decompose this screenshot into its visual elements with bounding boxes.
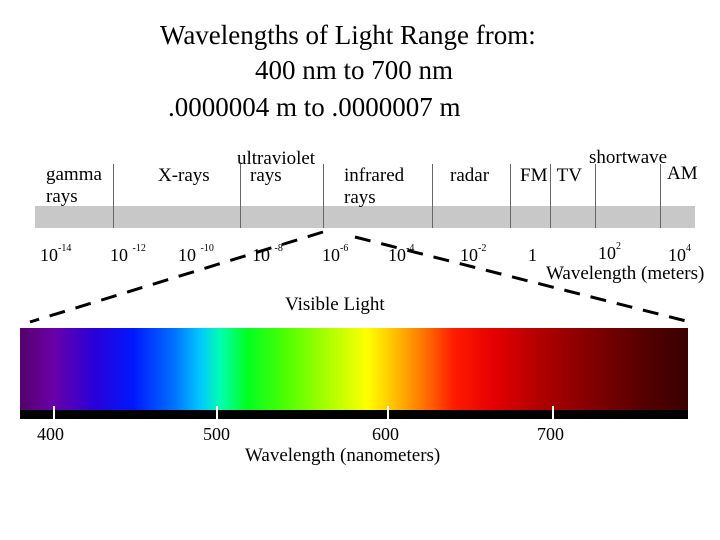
em-tick-base: 10 xyxy=(322,245,340,265)
label-am: AM xyxy=(667,163,698,184)
visible-tick-700: 700 xyxy=(537,424,564,444)
em-tick-exp: 4 xyxy=(686,243,691,254)
band-divider xyxy=(550,164,551,228)
label-ultraviolet-rays: rays xyxy=(250,165,282,186)
em-tick-base: 10 xyxy=(598,243,616,263)
em-tick-base: 10 xyxy=(110,245,133,265)
em-tick: 10-6 xyxy=(322,243,349,265)
visible-spectrum-gradient xyxy=(20,328,688,410)
em-tick-exp: -14 xyxy=(58,243,72,254)
em-tick-exp: -6 xyxy=(340,243,349,254)
em-tick-exp: 2 xyxy=(616,241,621,252)
label-infrared-rays: rays xyxy=(344,187,376,208)
visible-axis-tick xyxy=(53,406,55,420)
em-tick: 104 xyxy=(668,243,691,265)
em-tick-exp: -2 xyxy=(478,243,487,254)
label-xrays: X-rays xyxy=(158,165,210,186)
visible-axis-tick xyxy=(552,406,554,420)
label-infrared: infrared xyxy=(344,165,405,186)
em-spectrum-band xyxy=(35,206,695,228)
em-tick-exp: -8 xyxy=(274,243,283,254)
zoom-line-left xyxy=(29,230,324,324)
band-divider xyxy=(432,164,433,228)
visible-axis-bar xyxy=(20,410,688,419)
label-gamma-rays: rays xyxy=(46,186,78,207)
em-tick: 10 -12 xyxy=(110,243,146,265)
visible-axis-label: Wavelength (nanometers) xyxy=(245,445,441,466)
title-line-3: .0000004 m to .0000007 m xyxy=(168,92,461,122)
visible-tick-500: 500 xyxy=(203,424,230,444)
visible-light-title: Visible Light xyxy=(285,294,385,315)
em-tick: 10-4 xyxy=(388,243,415,265)
em-tick-base: 1 xyxy=(528,245,537,265)
label-ultraviolet: ultraviolet xyxy=(237,148,316,169)
band-divider xyxy=(660,164,661,228)
em-tick-base: 10 xyxy=(668,245,686,265)
em-tick: 10-14 xyxy=(40,243,72,265)
title-line-1: Wavelengths of Light Range from: xyxy=(160,20,536,50)
band-divider xyxy=(240,164,241,228)
band-divider xyxy=(595,164,596,228)
em-tick: 10 -10 xyxy=(178,243,214,265)
band-divider xyxy=(323,164,324,228)
em-tick-base: 10 xyxy=(460,245,478,265)
em-tick: 1 xyxy=(528,246,537,264)
visible-axis-tick xyxy=(216,406,218,420)
visible-axis-tick xyxy=(387,406,389,420)
label-shortwave: shortwave xyxy=(589,147,668,168)
em-tick-base: 10 xyxy=(178,245,201,265)
band-divider xyxy=(510,164,511,228)
visible-tick-400: 400 xyxy=(37,424,64,444)
em-tick: 10-2 xyxy=(460,243,487,265)
band-divider xyxy=(113,164,114,228)
em-tick: 102 xyxy=(598,241,621,263)
visible-tick-600: 600 xyxy=(372,424,399,444)
em-axis-label: Wavelength (meters) xyxy=(546,263,705,284)
em-tick-exp: -12 xyxy=(132,243,146,254)
label-gamma: gamma xyxy=(46,164,102,185)
em-tick-exp: -4 xyxy=(406,243,415,254)
zoom-line-right xyxy=(354,235,691,324)
em-tick-base: 10 xyxy=(40,245,58,265)
label-radar: radar xyxy=(450,165,490,186)
title-line-2: 400 nm to 700 nm xyxy=(255,55,454,85)
em-tick-base: 10 xyxy=(388,245,406,265)
em-tick-exp: -10 xyxy=(200,243,214,254)
label-fm-tv: FM TV xyxy=(520,165,582,186)
